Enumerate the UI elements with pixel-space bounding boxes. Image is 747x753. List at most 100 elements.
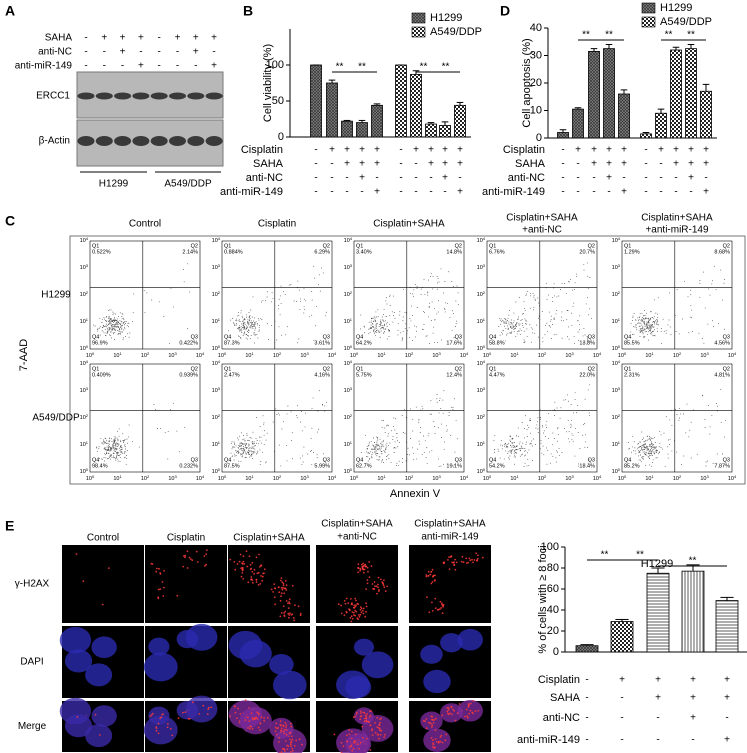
focus	[343, 600, 346, 602]
event-dot	[390, 461, 392, 463]
event-dot	[546, 427, 548, 429]
event-dot	[724, 279, 725, 280]
condition-symbol: -	[592, 173, 595, 184]
condition-symbol: -	[656, 713, 659, 724]
event-dot	[254, 322, 256, 324]
event-dot	[429, 276, 431, 278]
tick-exponent: 4	[618, 236, 621, 241]
event-dot	[651, 446, 653, 448]
event-dot	[650, 446, 652, 448]
event-dot	[251, 316, 253, 318]
event-dot	[579, 323, 581, 325]
blot-band	[132, 136, 150, 146]
event-dot	[644, 321, 646, 323]
event-dot	[451, 281, 453, 283]
event-dot	[510, 451, 512, 453]
axis-tick-label: 101	[344, 440, 353, 448]
event-dot	[415, 406, 417, 408]
event-dot	[96, 446, 98, 448]
tick-base: 10	[645, 353, 651, 359]
tick-base: 10	[344, 346, 350, 352]
error-bar	[580, 644, 594, 646]
focus	[280, 579, 282, 582]
focus	[358, 748, 360, 750]
event-dot	[648, 453, 650, 455]
event-dot	[243, 318, 245, 320]
focus	[360, 715, 363, 717]
event-dot	[430, 400, 432, 402]
tick-base: 10	[344, 292, 350, 298]
event-dot	[386, 446, 388, 448]
tick-exponent: 2	[411, 474, 414, 479]
event-dot	[551, 301, 553, 303]
tick-base: 10	[344, 238, 350, 244]
focus	[358, 614, 360, 616]
event-dot	[379, 331, 381, 333]
event-dot	[402, 316, 404, 318]
event-dot	[657, 313, 658, 315]
event-dot	[386, 323, 387, 325]
event-dot	[565, 399, 567, 401]
focus	[374, 722, 376, 724]
axis-tick-label: 101	[80, 440, 89, 448]
event-dot	[707, 323, 709, 325]
tick-exponent: 4	[599, 474, 602, 479]
focus	[253, 718, 256, 721]
event-dot	[368, 328, 370, 330]
focus	[472, 699, 475, 702]
event-dot	[249, 440, 251, 442]
event-dot	[233, 322, 234, 324]
event-dot	[170, 287, 172, 289]
significance-label: **	[636, 550, 644, 561]
focus	[345, 597, 348, 600]
focus	[465, 562, 468, 564]
event-dot	[543, 430, 545, 432]
focus	[283, 587, 286, 590]
event-dot	[105, 454, 106, 456]
focus	[444, 739, 447, 742]
axis-tick-label: 102	[273, 474, 282, 482]
event-dot	[112, 329, 114, 330]
event-dot	[109, 443, 111, 445]
event-dot	[394, 441, 396, 443]
event-dot	[121, 447, 123, 449]
focus	[363, 717, 366, 720]
focus	[150, 714, 153, 716]
focus	[245, 550, 248, 553]
focus	[298, 738, 301, 741]
event-dot	[239, 325, 241, 327]
focus	[430, 722, 432, 725]
event-dot	[126, 438, 128, 440]
axis-tick-label: 103	[80, 386, 89, 394]
event-dot	[560, 289, 561, 290]
event-dot	[122, 433, 124, 435]
event-dot	[521, 422, 523, 423]
event-dot	[394, 317, 396, 319]
event-dot	[252, 458, 254, 459]
bar	[603, 48, 615, 139]
event-dot	[111, 454, 113, 456]
event-dot	[237, 327, 239, 329]
focus	[207, 708, 210, 711]
event-dot	[391, 311, 393, 313]
event-dot	[112, 445, 114, 447]
event-dot	[383, 331, 385, 333]
focus	[477, 554, 479, 557]
event-dot	[318, 284, 319, 286]
condition-symbol: -	[674, 173, 677, 184]
event-dot	[647, 327, 649, 329]
quadrant-value: 58.8%	[489, 340, 505, 346]
event-dot	[587, 275, 589, 277]
event-dot	[570, 427, 572, 429]
event-dot	[313, 277, 315, 279]
event-dot	[649, 444, 651, 446]
bar	[326, 82, 338, 138]
event-dot	[405, 460, 407, 462]
event-dot	[510, 444, 512, 446]
event-dot	[249, 314, 251, 316]
event-dot	[680, 464, 682, 465]
event-dot	[296, 416, 298, 418]
plot-frame	[621, 240, 733, 350]
event-dot	[250, 450, 252, 452]
focus	[282, 730, 285, 733]
